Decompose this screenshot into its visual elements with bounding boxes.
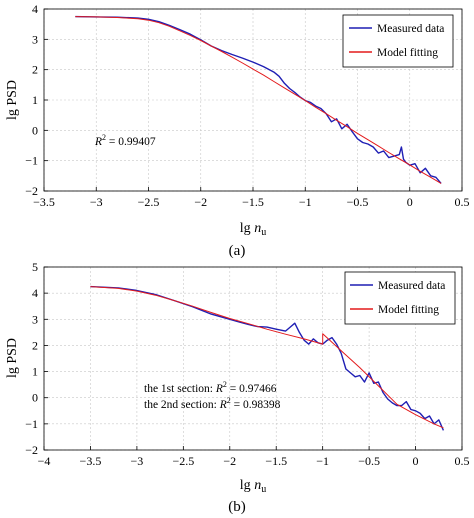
panel-a-legend: Measured data Model fitting xyxy=(342,14,454,68)
panel-b-y-tick-label: 3 xyxy=(32,312,38,326)
panel-b-x-tick-label: −2.5 xyxy=(172,454,194,468)
panel-a-y-tick-label: 2 xyxy=(32,63,38,77)
panel-a-y-tick-label: 0 xyxy=(32,123,38,137)
panel-a-x-tick-label: −2.5 xyxy=(138,195,160,209)
panel-b-y-axis-label: lg PSD xyxy=(5,338,20,378)
panel-a-y-tick-label: 3 xyxy=(32,32,38,46)
panel-b: −4 −3.5 −3 −2.5 −2 −1.5 −1 −0.5 0 0.5 −2−1012345 … xyxy=(5,260,470,515)
panel-b-series-measured-line xyxy=(90,285,445,431)
panel-a-series-measured-line xyxy=(75,15,442,184)
panel-a: −3.5 −3 −2.5 −2 −1.5 −1 −0.5 0 0.5 −2 −1 0 1 2 3 4 lg … xyxy=(5,2,470,259)
panel-b-legend-label-model: Model fitting xyxy=(378,304,439,316)
panel-b-series-model-line xyxy=(90,286,444,429)
panel-a-r2-annotation: R2 = 0.99407 xyxy=(94,133,156,148)
panel-b-y-tick-label: −2 xyxy=(25,443,38,457)
panel-a-legend-label-measured: Measured data xyxy=(377,23,444,35)
panel-a-x-tick-label: −1.5 xyxy=(242,195,264,209)
panel-a-x-axis-label: lg nu xyxy=(240,221,266,238)
panel-a-x-tick-label: −3.5 xyxy=(33,195,55,209)
panel-a-series xyxy=(75,15,442,184)
panel-b-y-tick-label: 0 xyxy=(32,391,38,405)
panel-b-plot-frame xyxy=(43,266,463,451)
panel-a-x-tick-label: −1 xyxy=(299,195,312,209)
panel-b-label: (b) xyxy=(228,499,246,515)
panel-a-x-tick-label: −2 xyxy=(194,195,207,209)
panel-b-legend-label-measured: Measured data xyxy=(378,280,445,292)
panel-a-legend-label-model: Model fitting xyxy=(377,47,438,59)
panel-a-x-tick-label: −3 xyxy=(90,195,103,209)
panel-b-annotation-line-1: the 1st section: R2 = 0.97466 xyxy=(144,380,277,395)
panel-a-y-tick-label: 4 xyxy=(32,2,38,16)
panel-a-y-tick-label: 1 xyxy=(32,93,38,107)
panel-b-y-tick-label: 2 xyxy=(32,338,38,352)
panel-b-legend-box xyxy=(344,271,456,325)
panel-a-x-tick-label: 0.5 xyxy=(455,195,470,209)
panel-b-series xyxy=(90,285,445,431)
panel-b-x-tick-label: −0.5 xyxy=(358,454,380,468)
panel-b-x-tick-label: 0 xyxy=(413,454,419,468)
panel-b-legend: Measured data Model fitting xyxy=(344,271,456,325)
panel-a-y-tick-label: −2 xyxy=(25,184,38,198)
panel-b-x-tick-label: −3.5 xyxy=(80,454,102,468)
panel-b-x-tick-label: −1 xyxy=(316,454,329,468)
panel-b-x-tick-label: −2 xyxy=(223,454,236,468)
panel-b-x-tick-label: −4 xyxy=(38,454,51,468)
panel-a-x-ticks: −3.5 −3 −2.5 −2 −1.5 −1 −0.5 0 0.5 xyxy=(33,187,470,209)
panel-b-x-tick-label: −3 xyxy=(130,454,143,468)
panel-b-y-tick-label: 1 xyxy=(32,365,38,379)
panel-b-y-tick-label: −1 xyxy=(25,417,38,431)
panel-b-x-ticks: −4 −3.5 −3 −2.5 −2 −1.5 −1 −0.5 0 0.5 xyxy=(38,446,470,468)
panel-a-x-tick-label: −0.5 xyxy=(347,195,369,209)
panel-a-legend-box xyxy=(342,14,454,68)
panel-a-y-ticks: −2 −1 0 1 2 3 4 xyxy=(25,2,48,198)
panel-b-annotation-line-2: the 2nd section: R2 = 0.98398 xyxy=(144,396,281,411)
panel-a-x-tick-label: 0 xyxy=(407,195,413,209)
panel-b-x-axis-label: lg nu xyxy=(240,478,266,495)
panel-a-label: (a) xyxy=(229,243,246,259)
panel-b-x-tick-label: −1.5 xyxy=(265,454,287,468)
panel-b-y-ticks: −2 −1 0 1 2 3 4 5 xyxy=(25,260,48,457)
panel-a-series-model-line xyxy=(75,16,442,184)
panel-b-y-tick-label: 5 xyxy=(32,260,38,274)
panel-a-y-tick-label: −1 xyxy=(25,154,38,168)
panel-b-y-tick-label: 4 xyxy=(32,286,38,300)
panel-b-x-tick-label: 0.5 xyxy=(455,454,470,468)
panel-a-y-axis-label: lg PSD xyxy=(5,80,20,120)
